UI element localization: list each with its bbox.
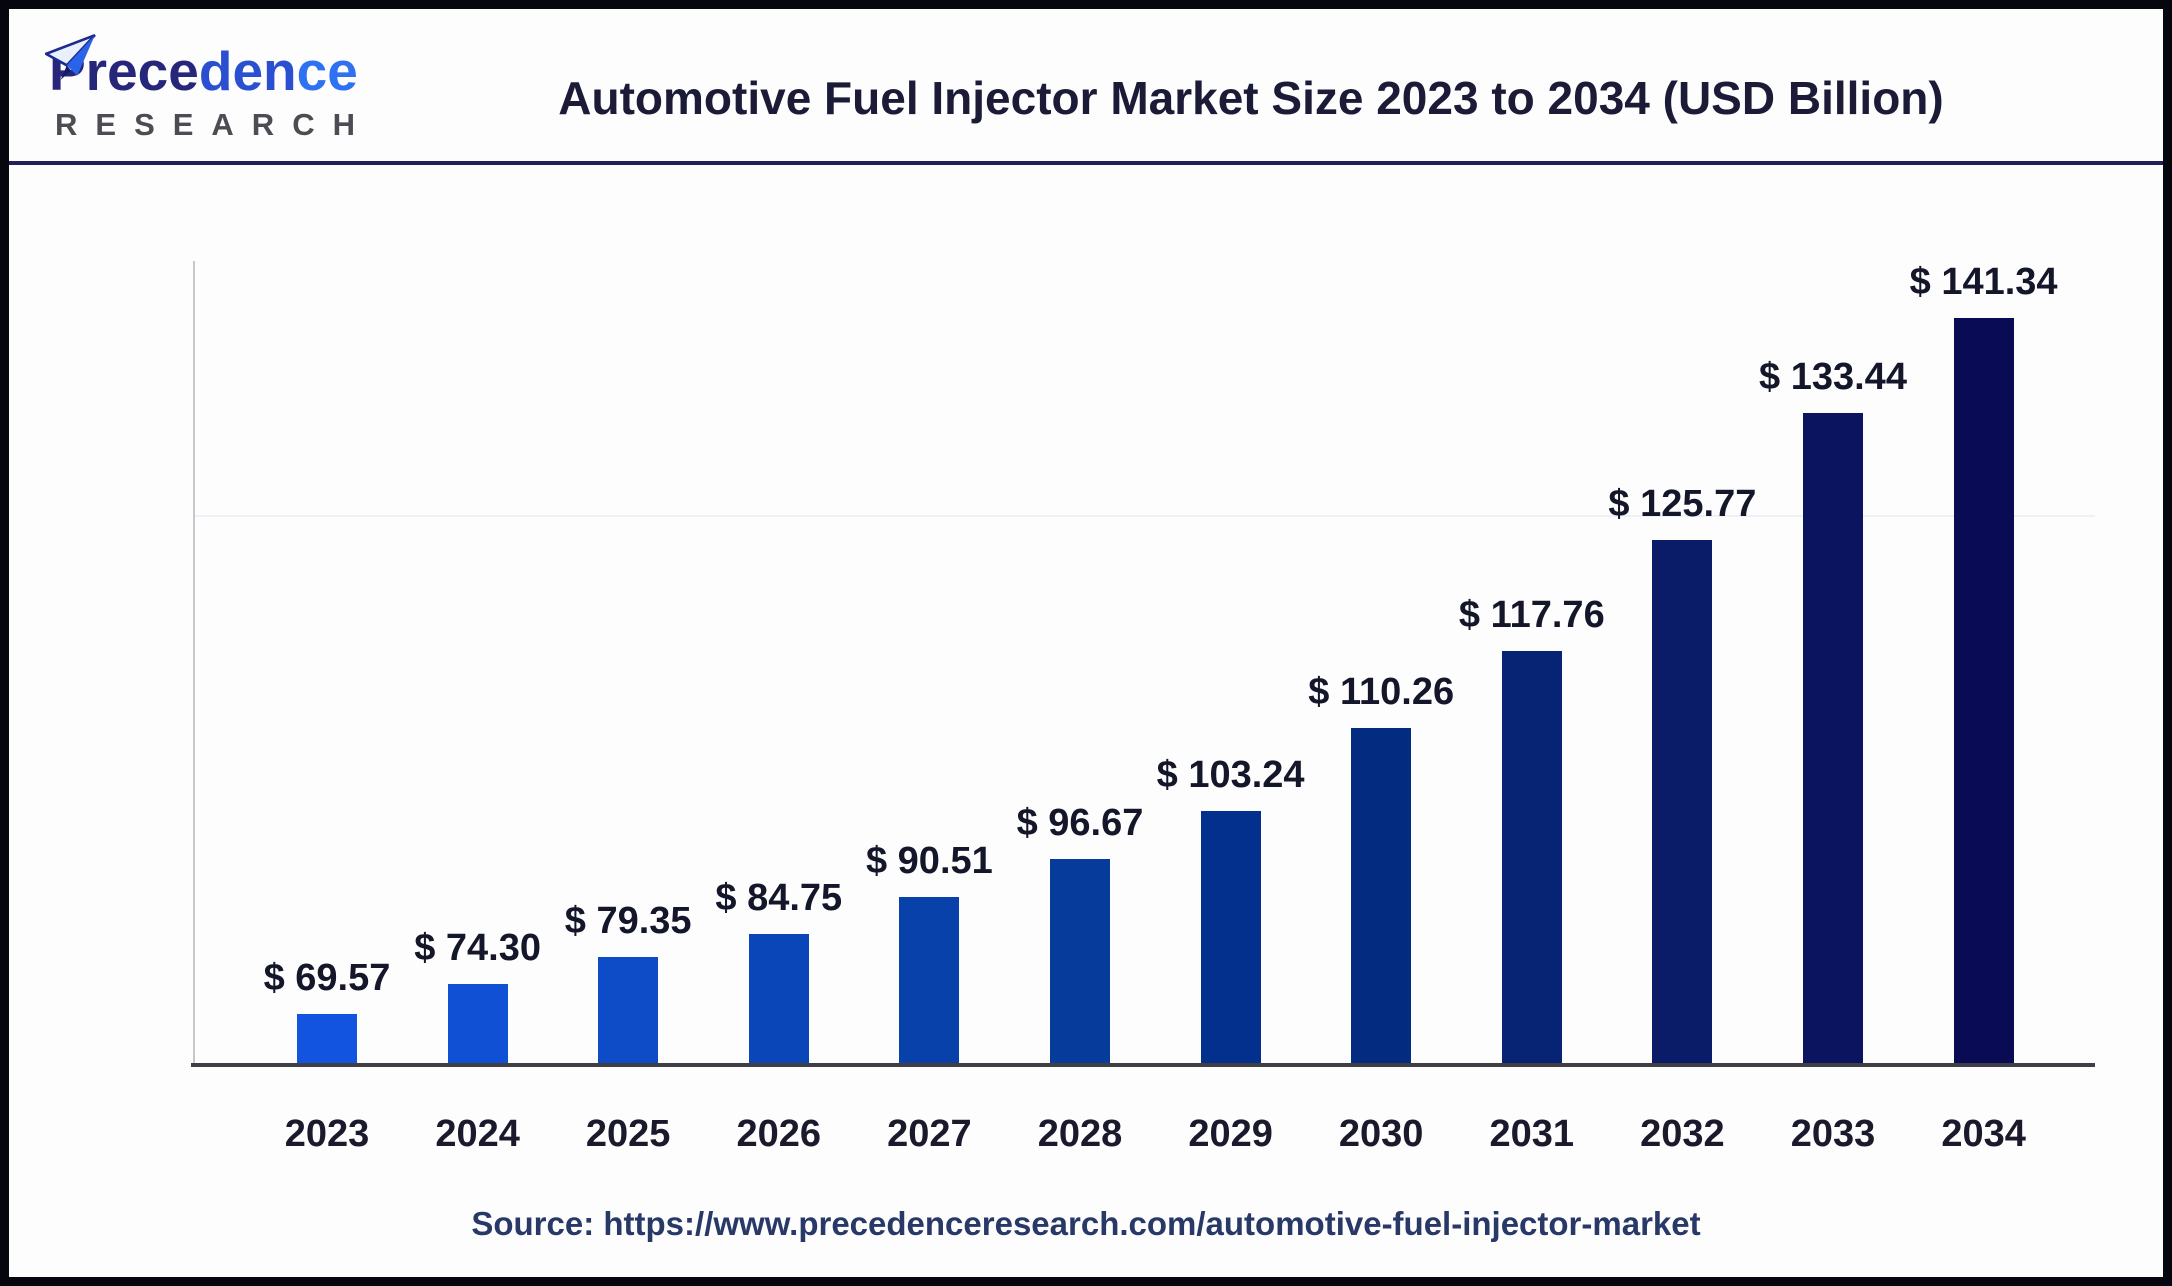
source-text: Source: https://www.precedenceresearch.c… [471, 1205, 1701, 1242]
x-tick-label: 2025 [585, 1113, 671, 1155]
bar-value-label: $ 125.77 [1608, 483, 1757, 525]
bar-value-label: $ 90.51 [865, 840, 993, 882]
y-axis-line [193, 261, 195, 1065]
bar-value-label: $ 141.34 [1909, 261, 2058, 303]
x-tick-label: 2029 [1188, 1113, 1273, 1155]
x-tick-label: 2033 [1790, 1113, 1876, 1155]
x-axis-line [191, 1063, 2095, 1067]
bar-value-label: $ 69.57 [263, 957, 391, 999]
bar-2030 [1351, 728, 1412, 1065]
bar-2027 [899, 897, 960, 1065]
logo-wordmark-part: den [198, 40, 297, 102]
bar-value-label: $ 79.35 [564, 900, 692, 942]
header: Precedence RESEARCH Automotive Fuel Inje… [9, 9, 2163, 161]
x-tick-label: 2028 [1037, 1113, 1123, 1155]
bar-2023 [297, 1014, 357, 1065]
bar-2024 [447, 984, 508, 1065]
x-tick-label: 2034 [1941, 1113, 2026, 1155]
x-tick-label: 2032 [1640, 1113, 1725, 1155]
x-tick-label: 2031 [1489, 1113, 1575, 1155]
precedence-research-logo: Precedence RESEARCH [45, 31, 389, 151]
header-divider [9, 161, 2163, 165]
bar-2029 [1200, 811, 1261, 1065]
plot-area: $ 69.57 2023 $ 74.30 2024 $ 79.35 2025 $ 84.75… [9, 9, 2163, 1277]
x-tick-label: 2030 [1338, 1113, 1424, 1155]
logo-wordmark-part: ce [296, 40, 358, 102]
bar-value-label: $ 133.44 [1759, 356, 1907, 398]
bar-2026 [748, 934, 809, 1065]
x-tick-label: 2026 [736, 1113, 822, 1155]
faint-gridline [193, 515, 2095, 517]
page-title: Automotive Fuel Injector Market Size 202… [558, 72, 1944, 124]
logo-subtext: RESEARCH [55, 107, 373, 142]
bar-value-label: $ 110.26 [1308, 671, 1455, 713]
bar-value-label: $ 84.75 [715, 877, 843, 919]
bar-2032 [1652, 540, 1713, 1065]
bar-2025 [598, 957, 659, 1065]
bar-value-label: $ 96.67 [1016, 802, 1144, 844]
paper-plane-icon [45, 33, 96, 80]
x-tick-label: 2023 [284, 1113, 370, 1155]
bar-2033 [1803, 413, 1863, 1065]
bar-2028 [1050, 859, 1110, 1065]
x-tick-label: 2027 [887, 1113, 972, 1155]
bar-value-label: $ 117.76 [1458, 594, 1605, 636]
bar-value-label: $ 103.24 [1156, 754, 1305, 796]
bar-2031 [1501, 651, 1562, 1065]
bar-value-label: $ 74.30 [414, 927, 541, 969]
bar-2034 [1953, 318, 2014, 1065]
x-tick-label: 2024 [435, 1113, 520, 1155]
